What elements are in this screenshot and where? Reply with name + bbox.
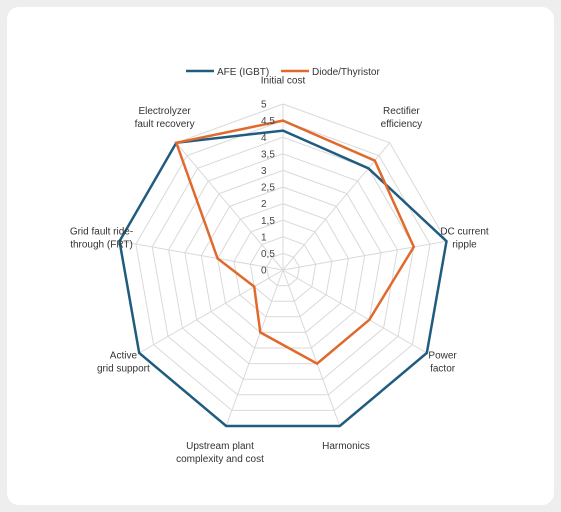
tick-label: 0 xyxy=(261,266,267,277)
grid-ring xyxy=(168,153,398,380)
grid-ring xyxy=(135,120,431,411)
axis-label-line: efficiency xyxy=(381,119,423,130)
tick-label: 5 xyxy=(261,100,267,111)
axis-label-line: Initial cost xyxy=(261,76,306,87)
axis-label-line: Rectifier xyxy=(383,106,420,117)
axis-label: Upstream plant complexity and cost xyxy=(176,441,264,465)
grid-ring xyxy=(200,186,366,349)
tick-label: 1 xyxy=(261,232,267,243)
grid-ring xyxy=(184,169,382,365)
tick-label: 3 xyxy=(261,166,267,177)
axis-label: DC current ripple xyxy=(440,227,489,251)
tick-label: 2,5 xyxy=(261,183,275,194)
grid-spoke xyxy=(282,269,341,427)
grid-ring xyxy=(249,236,317,302)
tick-label: 0,5 xyxy=(261,249,275,260)
series-line-0 xyxy=(118,129,448,428)
axis-label-line: Power xyxy=(428,351,457,362)
grid-ring xyxy=(151,136,415,396)
tick-label: 4,5 xyxy=(261,116,275,127)
tick-label: 1,5 xyxy=(261,216,275,227)
grid-spoke xyxy=(282,240,447,271)
axis-label: Harmonics xyxy=(322,441,370,452)
axis-label: Rectifier efficiency xyxy=(381,106,423,130)
axis-label: Electrolyzer fault recovery xyxy=(135,106,195,130)
axis-label: Active grid support xyxy=(97,351,150,375)
grid-spoke xyxy=(282,269,428,354)
axis-label-line: factor xyxy=(430,364,456,375)
grid-ring xyxy=(266,252,300,287)
axis-label: Power factor xyxy=(428,351,457,375)
tick-label: 2 xyxy=(261,199,267,210)
axis-label-line: DC current xyxy=(440,227,489,238)
series-line-1 xyxy=(174,119,416,366)
axis-label: Initial cost xyxy=(261,76,306,87)
axis-label-line: Electrolyzer xyxy=(138,106,191,117)
legend-label-0: AFE (IGBT) xyxy=(217,67,269,78)
tick-label: 3,5 xyxy=(261,149,275,160)
grid-spoke xyxy=(225,269,284,427)
grid-spoke xyxy=(119,240,284,271)
axis-label-line: ripple xyxy=(452,240,477,251)
axis-label-line: complexity and cost xyxy=(176,454,264,465)
axis-label-line: grid support xyxy=(97,364,150,375)
grid-ring xyxy=(217,203,349,333)
axis-label-line: fault recovery xyxy=(135,119,195,130)
axis-label: Grid fault ride-through (FRT) xyxy=(70,227,133,251)
axis-label-line: Active xyxy=(110,351,138,362)
tick-label: 4 xyxy=(261,133,267,144)
grid-ring xyxy=(233,219,333,318)
grid-spoke xyxy=(138,269,284,354)
axis-label-line: through (FRT) xyxy=(70,240,133,251)
axis-label-line: Grid fault ride- xyxy=(70,227,133,238)
grid-spoke xyxy=(282,142,391,271)
grid-spoke xyxy=(175,142,284,271)
legend-label-1: Diode/Thyristor xyxy=(312,67,380,78)
axis-label-line: Harmonics xyxy=(322,441,370,452)
chart-card xyxy=(7,7,554,505)
axis-label-line: Upstream plant xyxy=(186,441,254,452)
